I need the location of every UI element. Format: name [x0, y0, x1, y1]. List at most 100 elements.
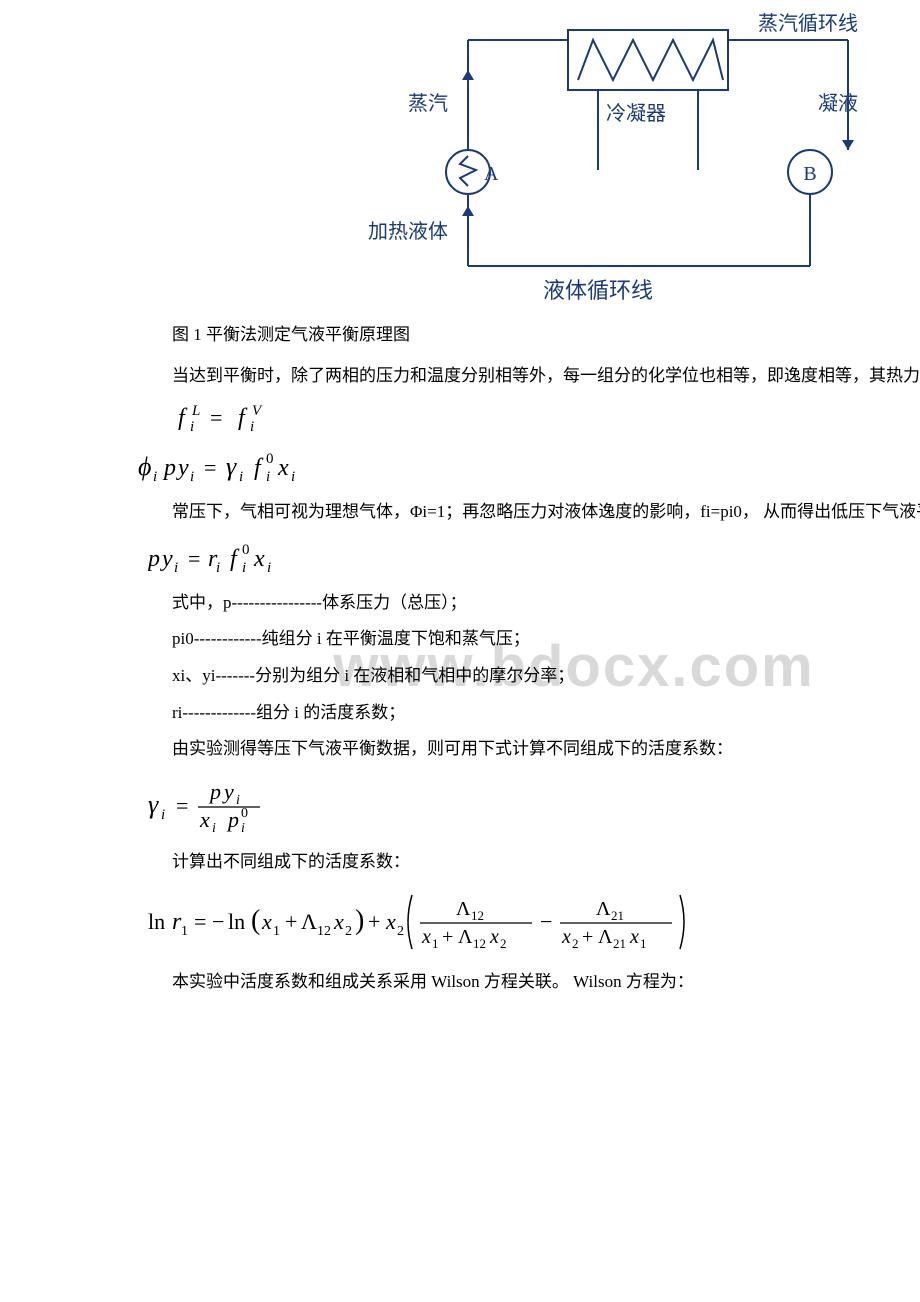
svg-text:凝液: 凝液 [818, 92, 858, 115]
svg-text:1: 1 [181, 924, 188, 939]
svg-text:B: B [803, 163, 816, 185]
svg-text:x: x [277, 455, 289, 481]
svg-text:x: x [333, 909, 344, 934]
svg-text:i: i [174, 560, 178, 576]
svg-text:p: p [208, 779, 221, 804]
svg-text:Λ: Λ [458, 926, 473, 948]
svg-text:V: V [252, 403, 263, 419]
svg-text:i: i [291, 469, 295, 485]
svg-text:p: p [162, 455, 176, 481]
svg-text:蒸汽: 蒸汽 [408, 92, 448, 115]
svg-text:+: + [368, 909, 380, 934]
svg-text:f: f [254, 455, 264, 481]
paragraph-6: ri-------------组分 i 的活度系数； [138, 698, 920, 729]
paragraph-7: 由实验测得等压下气液平衡数据，则可用下式计算不同组成下的活度系数： [138, 734, 920, 765]
svg-text:x: x [489, 926, 499, 948]
formula-wilson: ln r 1 = − ln ( x 1 + Λ 12 x 2 ) + x 2 Λ… [148, 887, 920, 957]
svg-text:i: i [153, 469, 157, 485]
paragraph-1: 当达到平衡时，除了两相的压力和温度分别相等外，每一组分的化学位也相等，即逸度相等… [138, 361, 920, 392]
svg-text:i: i [267, 560, 271, 576]
svg-text:+: + [582, 926, 593, 948]
svg-text:12: 12 [317, 924, 331, 939]
svg-text:i: i [250, 419, 254, 435]
svg-text:−: − [212, 909, 224, 934]
svg-text:ln: ln [148, 909, 165, 934]
equilibrium-diagram: 蒸汽循环线凝液 B A 蒸汽加热液体 冷凝器液体循环线 [338, 10, 858, 310]
svg-text:21: 21 [611, 908, 624, 923]
svg-text:x: x [421, 926, 431, 948]
svg-text:1: 1 [273, 924, 280, 939]
svg-text:f: f [230, 546, 240, 572]
svg-text:21: 21 [613, 936, 626, 951]
svg-text:+: + [442, 926, 453, 948]
svg-text:f: f [178, 405, 188, 431]
svg-text:x: x [253, 546, 265, 572]
svg-text:i: i [239, 469, 243, 485]
svg-text:0: 0 [266, 451, 274, 467]
svg-text:12: 12 [471, 908, 484, 923]
paragraph-2: 常压下，气相可视为理想气体，Φi=1；再忽略压力对液体逸度的影响，fi=pi0，… [138, 497, 920, 528]
svg-text:x: x [199, 807, 210, 832]
svg-text:x: x [385, 909, 396, 934]
svg-text:2: 2 [572, 936, 579, 951]
svg-text:i: i [212, 821, 216, 836]
formula-fugacity-eq: f i L = f i V [178, 401, 920, 437]
svg-text:=: = [210, 405, 222, 430]
svg-text:冷凝器: 冷凝器 [606, 102, 666, 125]
svg-text:Λ: Λ [301, 909, 317, 934]
svg-text:L: L [191, 403, 200, 419]
svg-text:液体循环线: 液体循环线 [543, 278, 653, 303]
svg-text:=: = [194, 909, 206, 934]
svg-text:蒸汽循环线: 蒸汽循环线 [758, 12, 858, 35]
svg-text:12: 12 [473, 936, 486, 951]
svg-text:Λ: Λ [598, 926, 613, 948]
svg-text:): ) [355, 905, 364, 936]
figure-caption: 图 1 平衡法测定气液平衡原理图 [138, 320, 920, 351]
svg-text:+: + [285, 909, 297, 934]
svg-text:2: 2 [345, 924, 352, 939]
svg-text:=: = [188, 546, 200, 571]
svg-text:p: p [148, 546, 160, 572]
formula-phi-py: ϕ i p y i = γ i f i 0 x i [138, 447, 920, 489]
svg-text:2: 2 [500, 936, 507, 951]
svg-text:1: 1 [432, 936, 439, 951]
formula-py: p y i = r i f i 0 x i [148, 538, 920, 578]
svg-text:γ: γ [148, 790, 159, 819]
svg-text:ln: ln [228, 909, 245, 934]
svg-text:−: − [540, 909, 552, 934]
paragraph-3: 式中，p----------------体系压力（总压）； [138, 588, 920, 619]
paragraph-8: 计算出不同组成下的活度系数： [138, 847, 920, 878]
svg-text:p: p [226, 807, 239, 832]
svg-text:y: y [222, 779, 234, 804]
paragraph-5: xi、yi-------分别为组分 i 在液相和气相中的摩尔分率； [138, 661, 920, 692]
svg-text:i: i [161, 807, 165, 823]
svg-text:加热液体: 加热液体 [368, 220, 448, 243]
svg-text:i: i [190, 419, 194, 435]
svg-text:0: 0 [242, 542, 250, 558]
svg-text:f: f [238, 405, 248, 431]
svg-text:x: x [261, 909, 272, 934]
svg-text:i: i [266, 469, 270, 485]
svg-text:A: A [484, 163, 499, 185]
svg-text:2: 2 [397, 924, 404, 939]
svg-text:y: y [176, 455, 189, 481]
svg-text:(: ( [251, 905, 260, 936]
page-content: 蒸汽循环线凝液 B A 蒸汽加热液体 冷凝器液体循环线 图 1 平衡法测定气液平衡原理图… [138, 10, 920, 998]
svg-text:i: i [236, 793, 240, 808]
svg-text:y: y [160, 546, 173, 572]
svg-text:0: 0 [241, 806, 248, 821]
svg-text:i: i [190, 469, 194, 485]
svg-text:Λ: Λ [456, 898, 471, 920]
svg-text:ϕ: ϕ [138, 452, 151, 481]
formula-gamma: γ i = p y i x i p i 0 [148, 775, 920, 837]
svg-text:i: i [216, 560, 220, 576]
svg-text:1: 1 [640, 936, 647, 951]
svg-text:x: x [629, 926, 639, 948]
paragraph-4: pi0------------纯组分 i 在平衡温度下饱和蒸气压； [138, 624, 920, 655]
svg-text:=: = [176, 793, 188, 818]
svg-text:i: i [242, 560, 246, 576]
svg-text:x: x [561, 926, 571, 948]
svg-text:γ: γ [226, 452, 237, 481]
svg-text:i: i [241, 821, 245, 836]
svg-text:=: = [204, 455, 216, 480]
